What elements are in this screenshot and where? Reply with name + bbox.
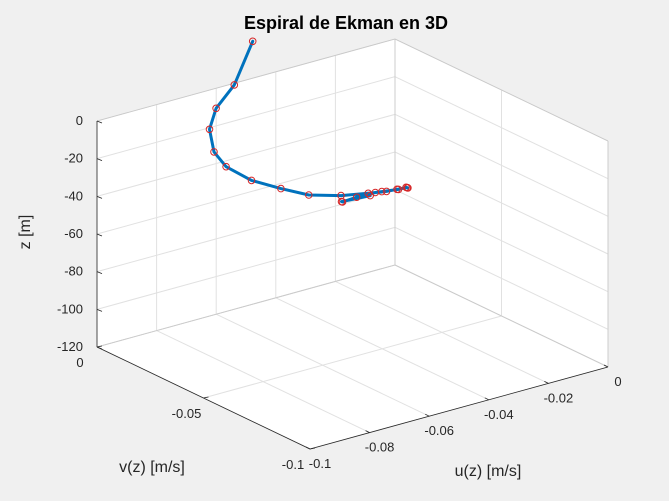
- gridline-z-wall-u: [394, 189, 609, 293]
- z-tick-label: -80: [64, 264, 83, 279]
- data-point-marker: [403, 183, 412, 192]
- z-tick-mark: [96, 195, 103, 199]
- z-tick-label: -40: [64, 188, 83, 203]
- gridline-z-wall-v: [96, 76, 396, 160]
- x-tick-mark: [484, 397, 489, 401]
- x-axis-label: u(z) [m/s]: [455, 463, 522, 480]
- data-point-marker: [212, 104, 220, 113]
- z-tick-mark: [96, 308, 103, 312]
- data-point-marker: [393, 185, 401, 194]
- data-point-marker: [352, 193, 361, 201]
- box-edge: [394, 38, 609, 142]
- x-tick-label: -0.04: [484, 407, 514, 422]
- box-edge: [96, 264, 396, 348]
- data-point-marker: [205, 125, 214, 134]
- gridline-z-wall-u: [394, 113, 609, 217]
- data-point-marker: [248, 37, 257, 46]
- data-point-marker: [364, 189, 373, 198]
- data-point-marker: [382, 187, 391, 196]
- z-tick-mark: [96, 120, 103, 124]
- data-point-marker: [210, 148, 218, 156]
- x-tick-label: 0: [614, 374, 621, 389]
- data-point-marker: [222, 162, 230, 171]
- z-tick-mark: [96, 233, 103, 237]
- y-tick-label: -0.05: [172, 406, 202, 421]
- x-tick-label: -0.08: [365, 440, 395, 455]
- y-tick-label: 0: [76, 355, 83, 370]
- x-tick-mark: [544, 381, 549, 384]
- y-tick-mark: [203, 396, 209, 399]
- gridline-y-floor: [203, 315, 502, 399]
- spiral-line: [208, 39, 410, 204]
- data-point-marker: [337, 191, 345, 200]
- data-series: [205, 37, 412, 206]
- x-axis-line: [309, 366, 609, 450]
- data-point-marker: [247, 176, 256, 185]
- data-point-marker: [378, 187, 386, 196]
- z-tick-label: -120: [57, 339, 83, 354]
- data-point-marker: [230, 81, 239, 89]
- tick-labels: -0.1 -0.08 -0.06 -0.04 -0.02 0 0 -0.05 -0.1 0 -20 -…: [57, 113, 622, 472]
- gridline-z-wall-u: [394, 151, 609, 255]
- x-tick-mark: [603, 364, 609, 368]
- gridline-z-wall-u: [394, 76, 609, 180]
- x-tick-mark: [365, 430, 370, 433]
- z-tick-mark: [96, 271, 103, 275]
- x-tick-label: -0.06: [424, 423, 454, 438]
- box-edge: [96, 38, 396, 122]
- data-point-marker: [305, 191, 313, 199]
- chart-title: Espiral de Ekman en 3D: [244, 13, 448, 33]
- axes-background: [97, 39, 608, 449]
- y-axis-label: v(z) [m/s]: [119, 459, 185, 476]
- z-tick-label: -60: [64, 226, 83, 241]
- y-tick-mark: [96, 345, 103, 348]
- x-tick-mark: [305, 446, 311, 450]
- plot-area: -0.1 -0.08 -0.06 -0.04 -0.02 0 0 -0.05 -0.1 0 -20 -…: [57, 37, 622, 472]
- x-tick-label: -0.02: [544, 390, 574, 405]
- x-tick-label: -0.1: [309, 456, 331, 471]
- x-tick-mark: [425, 413, 430, 417]
- data-point-marker: [277, 184, 285, 193]
- gridline-z-wall-v: [96, 226, 396, 310]
- z-tick-mark: [96, 158, 103, 162]
- z-tick-label: -100: [57, 301, 83, 316]
- z-tick-label: -20: [64, 151, 83, 166]
- box-edge: [394, 264, 609, 368]
- z-axis-label: z [m]: [17, 215, 34, 250]
- gridline-z-wall-v: [96, 151, 396, 235]
- z-tick-label: 0: [76, 113, 83, 128]
- gridline-z-wall-u: [394, 226, 609, 330]
- gridline-z-wall-v: [96, 113, 396, 197]
- y-tick-label: -0.1: [282, 457, 304, 472]
- z-tick-mark: [96, 346, 103, 350]
- y-tick-mark: [309, 447, 316, 450]
